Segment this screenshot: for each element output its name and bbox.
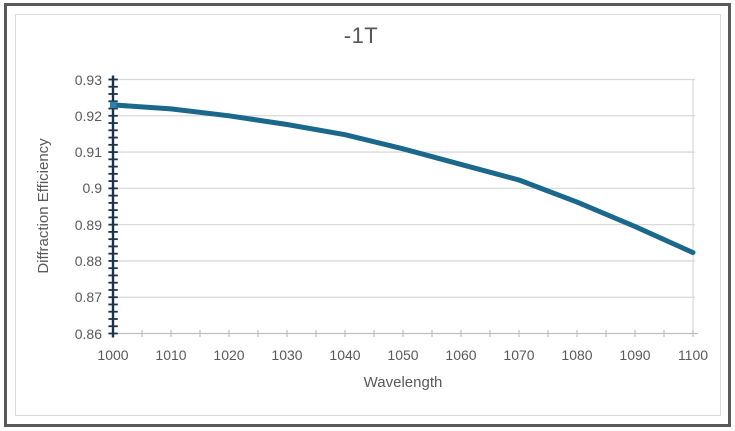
y-tick-label: 0.89 bbox=[74, 217, 102, 233]
x-tick-label: 1060 bbox=[445, 347, 477, 363]
chart-title[interactable]: -1T bbox=[343, 23, 379, 48]
y-tick-label: 0.93 bbox=[74, 72, 102, 88]
x-tick-label: 1020 bbox=[213, 347, 245, 363]
x-tick-label: 1070 bbox=[503, 347, 535, 363]
x-tick-label: 1090 bbox=[619, 347, 651, 363]
chart-inner-border bbox=[15, 14, 721, 416]
y-axis-title[interactable]: Diffraction Efficiency bbox=[35, 138, 52, 274]
x-tick-label: 1080 bbox=[561, 347, 593, 363]
chart-outer-border bbox=[4, 3, 731, 427]
x-tick-label: 1030 bbox=[271, 347, 303, 363]
series-start-marker bbox=[110, 101, 117, 109]
x-tick-label: 1000 bbox=[97, 347, 129, 363]
y-tick-label: 0.9 bbox=[82, 180, 102, 196]
x-axis-title[interactable]: Wavelength bbox=[363, 374, 443, 391]
efficiency-curve[interactable] bbox=[110, 102, 696, 256]
x-tick-label: 1050 bbox=[387, 347, 419, 363]
x-tick-label: 1040 bbox=[329, 347, 361, 363]
x-tick-label: 1100 bbox=[677, 347, 709, 363]
y-tick-label: 0.91 bbox=[74, 144, 102, 160]
y-tick-label: 0.88 bbox=[74, 253, 102, 269]
y-tick-label: 0.92 bbox=[74, 108, 102, 124]
y-tick-label: 0.87 bbox=[74, 289, 102, 305]
y-tick-label: 0.86 bbox=[74, 326, 102, 342]
x-tick-label: 1010 bbox=[155, 347, 187, 363]
